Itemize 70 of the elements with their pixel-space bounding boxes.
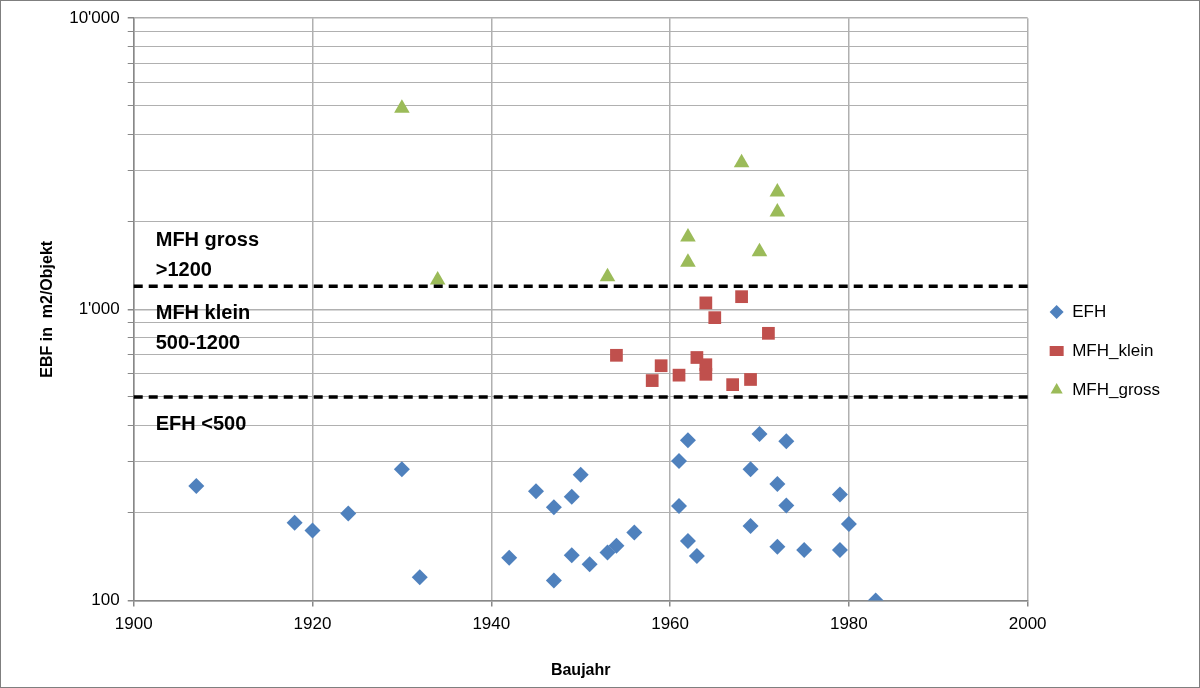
legend-label: MFH_klein [1072, 340, 1154, 360]
point [671, 453, 688, 470]
point [726, 378, 740, 392]
point [751, 242, 768, 257]
y-axis-title: EBF in m2/Objekt [38, 240, 56, 378]
point [744, 373, 757, 386]
x-tick-label: 1960 [651, 614, 689, 634]
point [778, 497, 795, 514]
point [796, 541, 813, 558]
point [581, 556, 598, 573]
point [599, 544, 616, 561]
point [769, 202, 786, 217]
point [769, 182, 786, 197]
point [735, 290, 748, 304]
y-tick-label: 10'000 [69, 7, 120, 27]
point [840, 516, 857, 532]
x-tick-label: 1900 [114, 614, 153, 634]
point [394, 99, 410, 113]
point [563, 488, 580, 505]
point [527, 483, 544, 500]
point [411, 569, 428, 586]
annotation: EFH <500 [155, 411, 247, 434]
point [831, 486, 848, 503]
point [671, 498, 688, 514]
point [733, 153, 750, 168]
point [572, 466, 589, 483]
point [608, 537, 625, 554]
point [699, 296, 713, 310]
point [188, 478, 205, 495]
point [304, 522, 321, 539]
x-tick-label: 1940 [472, 614, 511, 634]
point [610, 348, 623, 362]
point [680, 228, 696, 242]
point [769, 538, 786, 555]
point [645, 374, 659, 387]
point [708, 311, 722, 325]
point [742, 518, 759, 535]
point [679, 532, 696, 549]
point [545, 499, 562, 516]
x-tick-label: 1920 [293, 614, 332, 634]
annotation: MFH gross >1200 [155, 228, 260, 281]
point [286, 514, 303, 531]
point [751, 425, 768, 442]
point [742, 461, 759, 478]
point [679, 432, 696, 449]
point [393, 461, 410, 478]
point [769, 476, 786, 493]
point [429, 270, 446, 285]
point [340, 505, 357, 522]
point [501, 549, 518, 566]
y-tick-label: 100 [91, 590, 120, 610]
y-tick-label: 1'000 [78, 298, 120, 318]
point [778, 433, 795, 450]
legend-label: EFH [1072, 301, 1107, 321]
legend-label: MFH_gross [1072, 379, 1161, 399]
point [626, 524, 643, 541]
x-tick-label: 2000 [1008, 614, 1047, 634]
x-axis-title: Baujahr [550, 660, 611, 678]
point [654, 359, 668, 373]
point [762, 326, 775, 340]
x-tick-label: 1980 [829, 614, 868, 634]
point [831, 541, 848, 558]
point [599, 267, 616, 282]
point [680, 253, 696, 267]
point [688, 548, 705, 565]
annotation: MFH klein 500-1200 [155, 301, 251, 354]
point [545, 572, 562, 589]
point [699, 367, 713, 381]
point [563, 547, 580, 564]
point [672, 368, 686, 382]
